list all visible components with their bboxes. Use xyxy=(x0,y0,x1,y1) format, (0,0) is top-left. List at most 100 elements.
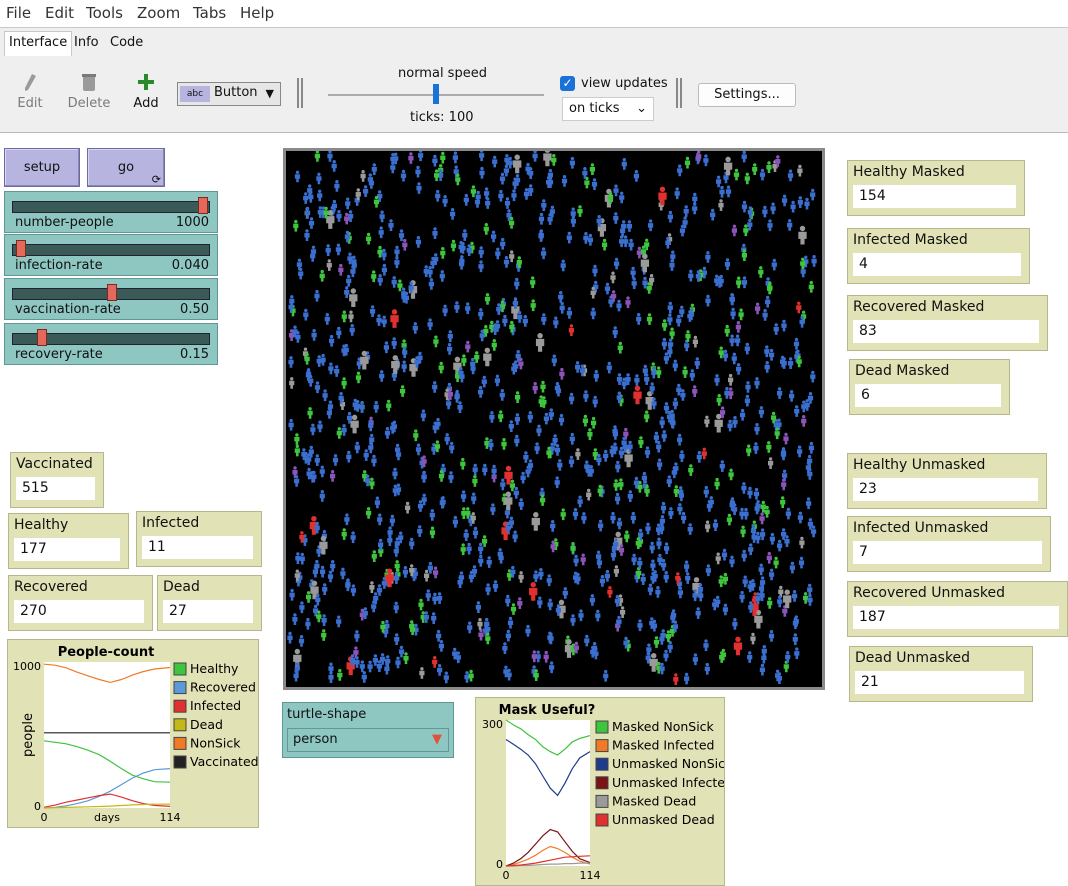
turtle-person xyxy=(726,513,732,526)
slider-thumb[interactable] xyxy=(15,240,26,257)
turtle-person xyxy=(390,309,399,328)
menu-zoom[interactable]: Zoom xyxy=(137,4,181,22)
turtle-person xyxy=(573,554,579,567)
widget-type-select[interactable]: abc Button ▼ xyxy=(177,82,281,106)
update-mode-value: on ticks xyxy=(569,101,620,116)
turtle-person xyxy=(604,282,611,295)
add-button[interactable]: Add xyxy=(130,72,162,111)
turtle-person xyxy=(603,449,609,462)
turtle-person xyxy=(668,507,674,519)
slider-thumb[interactable] xyxy=(107,284,117,301)
turtle-person xyxy=(552,434,558,446)
turtle-person xyxy=(680,389,686,401)
turtle-person xyxy=(744,342,750,355)
y-tick-label: 0 xyxy=(496,858,503,871)
turtle-person xyxy=(346,411,353,424)
turtle-person xyxy=(668,338,674,351)
turtle-person xyxy=(472,475,478,487)
turtle-person xyxy=(616,615,622,628)
turtle-person xyxy=(573,641,579,654)
turtle-person xyxy=(631,553,637,566)
edit-button[interactable]: Edit xyxy=(14,72,46,111)
turtle-person xyxy=(657,458,663,471)
turtle-person xyxy=(754,377,760,389)
turtle-person xyxy=(747,580,753,593)
turtle-person xyxy=(792,633,798,645)
turtle-person xyxy=(796,355,802,368)
turtle-person xyxy=(550,540,556,553)
turtle-person xyxy=(720,648,726,661)
menu-file[interactable]: File xyxy=(6,4,32,22)
turtle-person xyxy=(807,454,813,467)
turtle-person xyxy=(649,541,655,554)
view-updates-checkbox[interactable]: ✓ xyxy=(560,76,575,91)
turtle-person xyxy=(452,151,458,164)
turtle-person xyxy=(610,511,616,524)
slider-number-people[interactable]: number-people 1000 xyxy=(4,191,218,233)
tab-info[interactable]: Info xyxy=(74,35,99,50)
slider-thumb[interactable] xyxy=(198,197,209,214)
turtle-shape-chooser[interactable]: turtle-shape person ▼ xyxy=(282,702,454,758)
turtle-person xyxy=(741,482,747,494)
slider-label: vaccination-rate xyxy=(15,302,121,317)
menu-help[interactable]: Help xyxy=(240,4,275,22)
turtle-person xyxy=(607,192,614,204)
slider-vaccination-rate[interactable]: vaccination-rate 0.50 xyxy=(4,278,218,320)
tab-interface[interactable]: Interface xyxy=(4,31,73,56)
chooser-select[interactable]: person ▼ xyxy=(287,728,449,752)
turtle-person xyxy=(735,321,741,333)
turtle-person xyxy=(615,460,621,473)
menu-tabs[interactable]: Tabs xyxy=(193,4,227,22)
monitor-dead-unmasked: Dead Unmasked 21 xyxy=(849,646,1033,702)
turtle-person xyxy=(697,583,704,595)
legend-swatch xyxy=(173,681,187,695)
turtle-person xyxy=(807,594,813,606)
turtle-person xyxy=(661,337,667,350)
go-button[interactable]: go ⟳ xyxy=(87,148,165,187)
turtle-person xyxy=(633,476,639,489)
turtle-person xyxy=(555,604,561,616)
turtle-person xyxy=(714,274,720,287)
turtle-person xyxy=(332,454,339,466)
turtle-person xyxy=(723,156,733,176)
menu-tools[interactable]: Tools xyxy=(86,4,123,22)
turtle-person xyxy=(719,460,725,472)
turtle-person xyxy=(603,669,609,682)
turtle-person xyxy=(549,442,555,455)
turtle-person xyxy=(747,651,753,663)
tab-code[interactable]: Code xyxy=(110,35,144,50)
turtle-person xyxy=(659,522,665,535)
menu-edit[interactable]: Edit xyxy=(45,4,75,22)
turtle-person xyxy=(587,233,593,246)
turtle-person xyxy=(292,466,298,478)
turtle-person xyxy=(753,442,759,454)
turtle-person xyxy=(400,169,407,182)
turtle-person xyxy=(736,363,742,375)
turtle-person xyxy=(538,568,544,580)
turtle-person xyxy=(636,313,642,325)
turtle-person xyxy=(741,549,747,562)
turtle-person xyxy=(677,433,683,446)
update-mode-select[interactable]: on ticks ⌄ xyxy=(562,97,654,121)
delete-button[interactable]: Delete xyxy=(66,72,112,111)
turtle-person xyxy=(634,374,640,386)
turtle-person xyxy=(348,310,354,323)
slider-infection-rate[interactable]: infection-rate 0.040 xyxy=(4,234,218,276)
slider-thumb[interactable] xyxy=(36,329,47,346)
turtle-person xyxy=(673,485,679,497)
turtle-person xyxy=(771,411,777,424)
turtle-person xyxy=(616,373,623,385)
turtle-person xyxy=(376,584,383,596)
slider-recovery-rate[interactable]: recovery-rate 0.15 xyxy=(4,323,218,365)
turtle-person xyxy=(474,196,481,208)
world-view[interactable] xyxy=(286,151,822,687)
speed-slider-thumb[interactable] xyxy=(433,84,439,104)
view-updates-label: view updates xyxy=(581,76,668,91)
turtle-person xyxy=(767,219,773,232)
turtle-person xyxy=(457,401,463,413)
legend-swatch xyxy=(595,794,609,808)
y-tick-label: 1000 xyxy=(13,660,41,673)
turtle-person xyxy=(359,401,365,413)
setup-button[interactable]: setup xyxy=(4,148,80,187)
settings-button[interactable]: Settings... xyxy=(698,83,796,107)
